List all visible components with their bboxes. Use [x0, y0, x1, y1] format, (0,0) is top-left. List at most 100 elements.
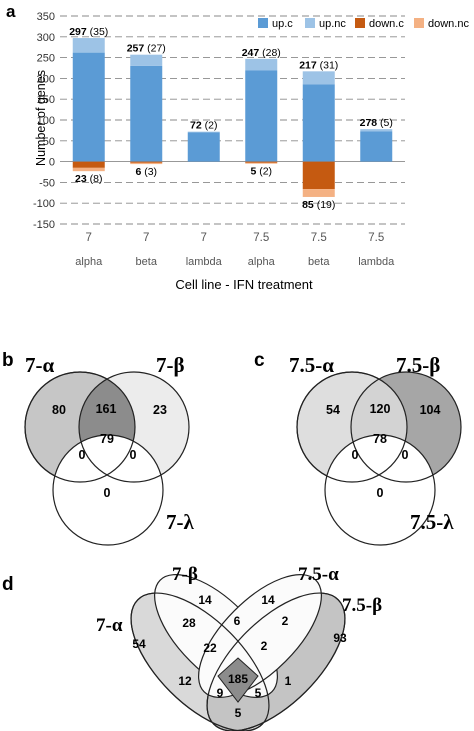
bar-up.c-7.5-beta	[302, 84, 335, 162]
venn-b-circle-alpha-outline	[24, 371, 136, 483]
bar-value-label: 85 (19)	[302, 199, 335, 211]
y-tick-label: -150	[33, 219, 55, 231]
venn-b-label-alpha: 7-α	[25, 353, 54, 377]
bar-up.c-7-beta	[130, 65, 163, 162]
venn-b-count-alpha-only: 80	[52, 403, 66, 417]
bar-value-label: 6 (3)	[135, 166, 157, 178]
venn-d-count: 9	[217, 686, 224, 700]
venn-d-count: 14	[198, 593, 212, 607]
legend-label-up-nc: up.nc	[319, 18, 346, 30]
venn-d-label-7-beta: 7-β	[172, 564, 198, 585]
venn-b-label-beta: 7-β	[156, 353, 185, 377]
venn-d-count: 5	[235, 706, 242, 720]
bar-up.nc-7.5-lambda	[360, 129, 393, 132]
panel-label-c: c	[254, 350, 265, 371]
gridlines	[60, 15, 405, 225]
panel-label-d: d	[2, 574, 14, 595]
venn-c-count-alpha-only: 54	[326, 403, 340, 417]
bar-value-label: 23 (8)	[75, 173, 102, 185]
y-tick-label: 0	[49, 157, 55, 169]
venn-d-label-7.5-beta: 7.5-β	[342, 595, 382, 616]
venn-c-count-alpha-beta: 120	[370, 402, 391, 416]
venn-c-circle-beta-outline	[350, 371, 462, 483]
venn-b-count-beta-only: 23	[153, 403, 167, 417]
x-tick-cell-line: 7.5	[253, 232, 269, 244]
bar-value-label: 5 (2)	[250, 166, 272, 178]
bar-value-label: 247 (28)	[242, 47, 281, 59]
venn-d-label-7.5-alpha: 7.5-α	[298, 564, 339, 585]
venn-c-count-beta-only: 104	[420, 403, 441, 417]
bar-down.c-7-beta	[130, 161, 163, 163]
venn-d: 7-α 7-β 7.5-α 7.5-β 54 14 14 93 28 6 2 2…	[96, 564, 382, 731]
venn-c-count-lambda-only: 0	[377, 486, 384, 500]
legend-swatch-down-nc	[414, 18, 424, 28]
bar-down.c-7.5-beta	[302, 161, 335, 190]
venn-c-count-all: 78	[373, 432, 387, 446]
venn-c-count-alpha-lambda: 0	[352, 448, 359, 462]
venn-d-count: 22	[203, 641, 217, 655]
legend-swatch-down-c	[355, 18, 365, 28]
legend-label-down-nc: down.nc	[428, 18, 469, 30]
bar-down.nc-7.5-alpha	[245, 162, 278, 164]
x-tick-cell-line: 7	[201, 232, 207, 244]
x-tick-cell-line: 7.5	[311, 232, 327, 244]
venn-d-core-region	[217, 657, 259, 703]
venn-b-count-beta-lambda: 0	[130, 448, 137, 462]
x-tick-ifn: lambda	[358, 256, 395, 268]
bar-value-label: 297 (35)	[69, 26, 108, 38]
bar-up.c-7-alpha	[72, 52, 105, 162]
bar-chart: -150 -100 -50 0 50 100 150 200 250 300 350 297 (35…	[33, 11, 405, 268]
venn-d-count: 12	[178, 674, 192, 688]
bar-up.nc-7-alpha	[72, 38, 105, 53]
x-axis-label: Cell line - IFN treatment	[175, 277, 313, 292]
bar-value-label: 72 (2)	[190, 120, 217, 132]
x-tick-ifn: alpha	[75, 256, 103, 268]
venn-c-circle-lambda	[324, 434, 436, 546]
venn-c-circle-alpha-outline	[296, 371, 408, 483]
x-tick-ifn: lambda	[186, 256, 223, 268]
x-tick-ifn: beta	[308, 256, 330, 268]
y-axis-label: Number of genes	[34, 70, 48, 166]
venn-b-count-all: 79	[100, 432, 114, 446]
x-tick-cell-line: 7	[143, 232, 149, 244]
bar-down.c-7-alpha	[72, 161, 105, 168]
y-tick-label: 350	[37, 11, 55, 23]
value-labels: 297 (35) 23 (8) 257 (27) 6 (3) 72 (2) 247 (28…	[69, 26, 393, 211]
y-tick-label: -50	[39, 177, 55, 189]
y-tick-label: 250	[37, 53, 55, 65]
venn-d-count: 14	[261, 593, 275, 607]
venn-d-ellipse-7.5-beta-outline	[206, 592, 346, 731]
venn-d-count: 54	[132, 637, 146, 651]
bar-down.c-7.5-alpha	[245, 161, 278, 163]
x-tick-cell-line: 7.5	[368, 232, 384, 244]
bars	[72, 38, 393, 197]
venn-d-count: 6	[234, 614, 241, 628]
x-tick-labels: 7 alpha 7 beta 7 lambda 7.5 alpha 7.5 beta 7.5 lamb…	[75, 232, 395, 268]
venn-c: 7.5-α 7.5-β 7.5-λ 54 120 104 78 0 0 0	[289, 353, 462, 546]
x-tick-cell-line: 7	[86, 232, 92, 244]
legend-swatch-up-nc	[305, 18, 315, 28]
bar-down.nc-7-beta	[130, 162, 163, 165]
venn-d-count: 1	[285, 674, 292, 688]
bar-up.c-7.5-lambda	[360, 131, 393, 162]
venn-d-count: 28	[182, 616, 196, 630]
venn-b-circle-lambda	[52, 434, 164, 546]
venn-d-count: 93	[333, 631, 347, 645]
bar-down.nc-7-alpha	[72, 167, 105, 172]
bar-up.nc-7-lambda	[187, 131, 220, 133]
bar-value-label: 278 (5)	[360, 117, 393, 129]
venn-b: 7-α 7-β 7-λ 80 161 23 79 0 0 0	[24, 353, 194, 546]
bar-up.c-7.5-alpha	[245, 70, 278, 162]
x-tick-ifn: beta	[136, 256, 158, 268]
venn-c-label-lambda: 7.5-λ	[410, 510, 454, 534]
venn-c-label-beta: 7.5-β	[396, 353, 440, 377]
bar-up.nc-7.5-alpha	[245, 58, 278, 71]
legend-swatch-up-c	[258, 18, 268, 28]
venn-c-count-beta-lambda: 0	[402, 448, 409, 462]
venn-b-count-lambda-only: 0	[104, 486, 111, 500]
y-tick-label: 150	[37, 94, 55, 106]
venn-c-label-alpha: 7.5-α	[289, 353, 334, 377]
bar-up.c-7-lambda	[187, 132, 220, 162]
y-tick-label: 100	[37, 115, 55, 127]
